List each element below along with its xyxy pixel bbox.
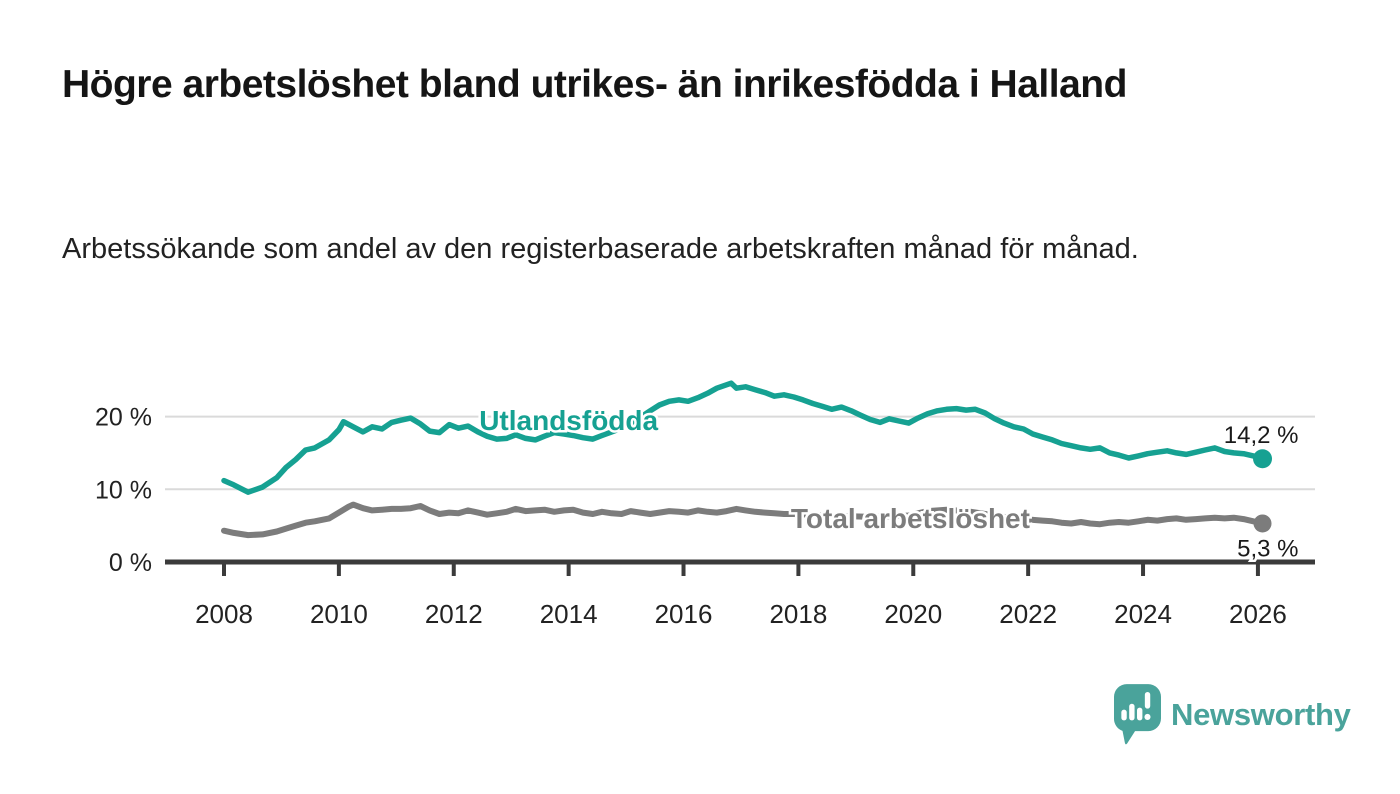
x-tick-label: 2008 <box>195 599 253 629</box>
x-tick-label: 2020 <box>884 599 942 629</box>
end-value-label: 14,2 % <box>1224 422 1299 449</box>
series-end-dot <box>1253 514 1272 533</box>
series-line-total <box>221 501 1266 539</box>
x-tick-label: 2016 <box>655 599 713 629</box>
y-tick-label: 10 % <box>95 476 152 504</box>
brand-name: Newsworthy <box>1171 696 1351 732</box>
y-tick-label: 0 % <box>109 549 152 577</box>
x-tick-label: 2022 <box>999 599 1057 629</box>
series-end-dot <box>1253 449 1273 469</box>
logo-bar-2 <box>1129 703 1135 721</box>
logo-bar-1 <box>1121 709 1127 721</box>
page-title: Högre arbetslöshet bland utrikes- än inr… <box>62 63 1127 106</box>
logo-exclamation-bar <box>1144 691 1151 709</box>
x-tick-label: 2024 <box>1114 599 1172 629</box>
series-label: Utlandsfödda <box>479 405 658 436</box>
page-subtitle: Arbetssökande som andel av den registerb… <box>62 233 1139 265</box>
newsworthy-logo: Newsworthy <box>1114 684 1351 745</box>
series-line-utlandsfodda <box>221 380 1266 495</box>
x-tick-label: 2018 <box>769 599 827 629</box>
logo-bar-3 <box>1137 707 1143 721</box>
x-tick-label: 2010 <box>310 599 368 629</box>
y-tick-label: 20 % <box>95 404 152 432</box>
x-tick-label: 2026 <box>1229 599 1287 629</box>
logo-exclamation-dot <box>1144 713 1151 720</box>
end-value-label: 5,3 % <box>1237 535 1298 562</box>
series-label: Total arbetslöshet <box>791 503 1030 534</box>
bar-chart-speech-bubble-icon <box>1114 684 1161 745</box>
x-tick-label: 2012 <box>425 599 483 629</box>
x-tick-label: 2014 <box>540 599 598 629</box>
